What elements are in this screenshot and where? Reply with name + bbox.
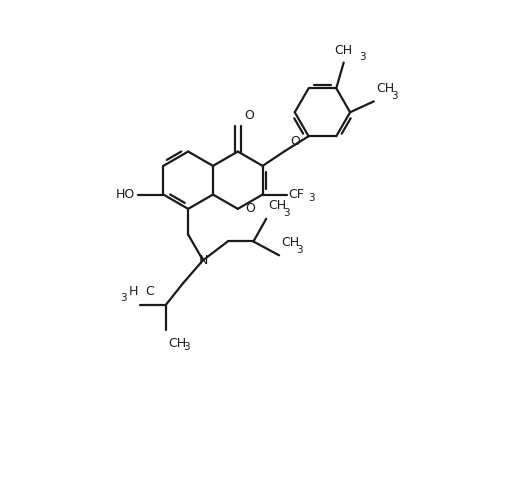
Text: CH: CH [167, 337, 186, 350]
Text: O: O [289, 135, 299, 148]
Text: N: N [198, 254, 207, 267]
Text: 3: 3 [358, 52, 365, 62]
Text: 3: 3 [120, 293, 126, 303]
Text: 3: 3 [183, 342, 189, 352]
Text: CH: CH [280, 236, 299, 250]
Text: H: H [128, 285, 137, 298]
Text: 3: 3 [296, 245, 302, 255]
Text: 3: 3 [283, 208, 290, 218]
Text: C: C [145, 285, 154, 298]
Text: CH: CH [375, 83, 393, 96]
Text: O: O [244, 109, 254, 122]
Text: HO: HO [116, 188, 135, 201]
Text: CH: CH [268, 199, 286, 212]
Text: 3: 3 [307, 193, 314, 204]
Text: CF: CF [288, 188, 303, 201]
Text: CH: CH [334, 44, 352, 57]
Text: O: O [245, 203, 255, 216]
Text: 3: 3 [390, 91, 397, 101]
